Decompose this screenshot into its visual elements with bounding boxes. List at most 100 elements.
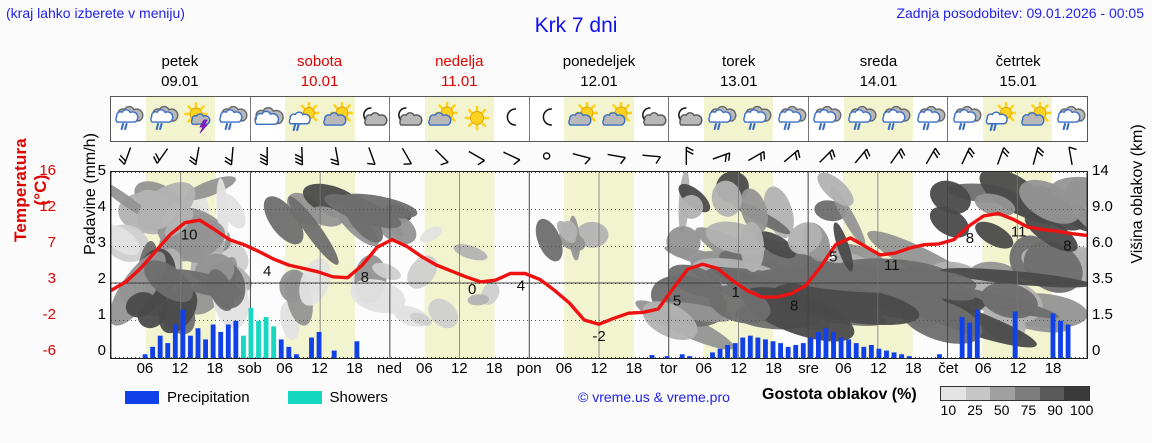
day-date: 12.01	[580, 73, 618, 90]
icon-day-4	[669, 97, 809, 141]
day-name: nedelja	[435, 53, 484, 70]
temperature-tick-3: 3	[47, 270, 56, 287]
sun-cloud-icon	[424, 97, 460, 141]
hour-label-15: tor	[660, 360, 678, 377]
cloud-density-step-label-0: 10	[940, 402, 957, 418]
day-name: četrtek	[995, 53, 1041, 70]
cloud-density-step-10	[941, 387, 966, 400]
hour-label-12: 06	[555, 360, 573, 377]
sun-cloud-icon	[1017, 97, 1053, 141]
cloud-rain-icon	[809, 97, 844, 141]
hour-label-23: čet	[938, 360, 959, 377]
precipitation-tick-5: 0	[97, 342, 106, 359]
showers-legend-label: Showers	[329, 388, 388, 406]
cloud-height-tick-3: 3.5	[1092, 270, 1113, 287]
hour-label-24: 06	[974, 360, 992, 377]
cloud-height-tick-4: 1.5	[1092, 306, 1113, 323]
temperature-point-label-2: 8	[361, 269, 369, 286]
day-header-1: sobota 10.01	[250, 52, 390, 94]
cloud-density-step-50	[990, 387, 1016, 400]
cloud-density-step-90	[1039, 387, 1065, 400]
hour-label-20: 06	[835, 360, 852, 377]
day-date: 15.01	[999, 73, 1037, 90]
cloud-rain-icon	[773, 97, 808, 141]
hour-label-26: 18	[1044, 360, 1062, 377]
hour-label-3: sob	[237, 360, 262, 377]
day-name: sobota	[297, 53, 343, 70]
hour-label-0: 06	[136, 360, 154, 377]
icon-day-3	[530, 97, 670, 141]
cloud-rain-icon	[913, 97, 948, 141]
day-name: sreda	[859, 53, 898, 70]
temperature-point-label-11: 8	[966, 230, 974, 247]
cloud-rain-icon	[878, 97, 913, 141]
hour-label-2: 18	[206, 360, 224, 377]
day-date: 09.01	[161, 73, 199, 90]
hour-label-7: ned	[376, 360, 402, 377]
day-header-3: ponedeljek 12.01	[529, 52, 669, 94]
temperature-point-label-0: 10	[181, 227, 198, 244]
precipitation-tick-3: 2	[97, 270, 106, 287]
temperature-point-label-4: 4	[517, 277, 525, 294]
precipitation-swatch	[125, 390, 159, 404]
precipitation-legend-label: Precipitation	[167, 388, 250, 406]
hour-label-17: 12	[730, 360, 748, 377]
hour-label-25: 12	[1009, 360, 1027, 377]
temperature-point-label-8: 8	[790, 298, 798, 315]
cloud-rain-icon	[111, 97, 146, 141]
temperature-point-label-3: 0	[468, 281, 476, 298]
sun-cloud-icon	[319, 97, 355, 141]
temperature-point-label-6: 5	[673, 293, 681, 310]
cloud-density-step-label-2: 50	[993, 402, 1010, 418]
precipitation-tick-1: 4	[97, 198, 106, 215]
icon-day-6	[948, 97, 1087, 141]
wind-barb-strip	[110, 143, 1088, 171]
sun-cloud-icon	[599, 97, 634, 141]
temperature-point-label-9: 5	[829, 249, 837, 266]
day-header-2: nedelja 11.01	[389, 52, 529, 94]
day-name: ponedeljek	[562, 53, 636, 70]
cloud-rain-icon	[948, 97, 983, 141]
showers-swatch	[287, 390, 322, 404]
cloud-height-tick-2: 6.0	[1092, 234, 1113, 251]
hour-label-1: 12	[171, 360, 189, 377]
sun-cloud-rain-icon	[285, 97, 320, 141]
cloud-icon	[251, 97, 286, 141]
cloud-density-step-label-4: 90	[1047, 402, 1063, 418]
cloud-rain-icon	[145, 97, 181, 141]
weather-icon-strip	[110, 96, 1088, 142]
temperature-tick-4: -2	[42, 306, 56, 323]
hour-label-row: 06 12 18 sob 06 12 18 ned 06 12 18 pon 06 12 18 tor 06 12…	[110, 360, 1088, 380]
moon-cloud-icon	[355, 97, 390, 141]
temperature-point-label-5: -2	[592, 328, 605, 345]
hour-label-4: 06	[276, 360, 293, 377]
hour-label-10: 18	[485, 360, 503, 377]
precipitation-tick-2: 3	[97, 234, 106, 251]
day-header-row: petek 09.01 sobota 10.01 nedelja 11.01 ponedel…	[110, 52, 1088, 94]
hour-label-21: 12	[870, 360, 887, 377]
icon-day-0	[111, 97, 251, 141]
page-title: Krk 7 dni	[534, 14, 618, 37]
sun-icon	[459, 97, 495, 141]
temperature-point-label-12: 11	[1011, 223, 1027, 240]
temperature-tick-1: 12	[39, 198, 56, 215]
sun-cloud-rain-icon	[983, 97, 1018, 141]
hour-label-14: 18	[625, 360, 643, 377]
moon-cloud-icon	[390, 97, 425, 141]
temperature-point-label-13: 8	[1063, 238, 1071, 255]
cloud-density-step-75	[1015, 387, 1040, 400]
day-date: 10.01	[300, 73, 339, 90]
day-header-4: torek 13.01	[669, 52, 809, 94]
cloud-rain-icon	[703, 97, 739, 141]
icon-day-2	[390, 97, 530, 141]
temperature-point-label-1: 4	[263, 263, 271, 280]
hour-label-8: 06	[416, 360, 433, 377]
credit-text[interactable]: © vreme.us & vreme.pro	[578, 389, 730, 405]
cloud-density-step-label-5: 100	[1070, 402, 1094, 418]
icon-day-1	[251, 97, 391, 141]
hour-label-6: 18	[346, 360, 363, 377]
menu-hint-text: (kraj lahko izberete v meniju)	[6, 5, 185, 21]
hour-label-11: pon	[516, 360, 542, 377]
cloud-density-step-label-3: 75	[1020, 402, 1037, 418]
day-header-0: petek 09.01	[110, 52, 250, 94]
